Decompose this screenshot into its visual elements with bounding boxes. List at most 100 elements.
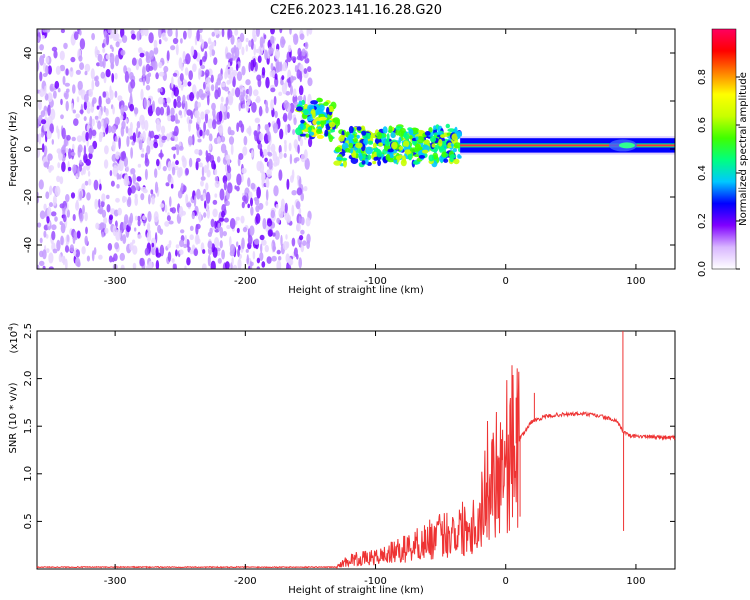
heatmap-cell (255, 118, 260, 123)
heatmap-cell (307, 115, 314, 122)
heatmap-cell (304, 41, 309, 50)
heatmap-cell (49, 123, 54, 134)
heatmap-cell (56, 239, 61, 252)
heatmap-cell (108, 214, 114, 221)
heatmap-cell (386, 133, 390, 141)
heatmap-cell (184, 100, 188, 112)
spectrogram-y-tick-label: 40 (23, 47, 34, 60)
heatmap-cell (139, 52, 145, 58)
heatmap-cell (172, 37, 179, 45)
heatmap-cell (307, 77, 313, 87)
heatmap-cell (286, 178, 290, 190)
heatmap-cell (43, 145, 48, 156)
heatmap-cell (130, 185, 136, 194)
heatmap-cell (283, 139, 287, 145)
heatmap-cell (158, 71, 165, 77)
heatmap-cell (297, 95, 303, 101)
heatmap-cell (179, 239, 185, 248)
heatmap-cell (274, 110, 278, 118)
heatmap-cell (250, 197, 253, 207)
heatmap-cell (42, 265, 46, 269)
heatmap-cell (84, 211, 88, 222)
heatmap-cell (249, 225, 255, 236)
heatmap-cell (227, 126, 232, 136)
heatmap-cell (182, 94, 186, 104)
heatmap-cell (184, 234, 188, 247)
heatmap-cell (287, 44, 292, 53)
heatmap-cell (98, 110, 102, 120)
heatmap-cell (62, 75, 66, 85)
heatmap-cell (415, 136, 419, 141)
heatmap-cell (246, 127, 252, 134)
heatmap-cell (328, 110, 333, 116)
heatmap-cell (309, 131, 315, 136)
heatmap-cell (145, 84, 151, 91)
heatmap-cell (120, 104, 125, 116)
heatmap-cell (61, 161, 66, 173)
heatmap-cell (377, 159, 381, 167)
heatmap-cell (175, 249, 178, 257)
heatmap-cell (296, 55, 302, 61)
heatmap-cell (139, 114, 145, 126)
heatmap-cell (94, 49, 101, 55)
heatmap-cell (284, 202, 288, 214)
heatmap-cell (59, 203, 65, 209)
heatmap-cell (441, 151, 447, 158)
heatmap-cell (367, 132, 371, 139)
heatmap-cell (99, 222, 105, 230)
heatmap-cell (348, 142, 354, 149)
heatmap-cell (159, 228, 164, 235)
heatmap-cell (296, 106, 303, 112)
heatmap-cell (211, 31, 216, 37)
snr-x-tick-label: -100 (364, 576, 387, 587)
heatmap-cell (151, 242, 155, 248)
heatmap-cell (53, 90, 57, 99)
heatmap-cell (404, 149, 412, 155)
heatmap-cell (170, 183, 174, 189)
heatmap-cell (151, 100, 156, 113)
heatmap-cell (279, 29, 283, 34)
heatmap-cell (239, 94, 245, 102)
heatmap-cell (39, 71, 43, 82)
heatmap-cell (79, 29, 82, 36)
heatmap-cell (373, 156, 379, 161)
heatmap-cell (39, 210, 46, 220)
heatmap-cell (241, 46, 245, 56)
heatmap-cell (147, 105, 154, 117)
heatmap-cell (267, 151, 271, 156)
heatmap-cell (125, 126, 129, 134)
heatmap-cell (176, 101, 182, 108)
heatmap-cell (209, 227, 213, 235)
heatmap-cell (229, 218, 236, 230)
heatmap-cell (88, 178, 92, 186)
heatmap-cell (248, 61, 251, 73)
heatmap-cell (254, 238, 260, 245)
heatmap-cell (198, 88, 204, 98)
heatmap-cell (295, 127, 302, 136)
heatmap-cell (70, 151, 76, 156)
colorbar-tick-label: 0.6 (697, 117, 708, 133)
heatmap-cell (57, 88, 61, 93)
heatmap-cell (376, 131, 382, 140)
heatmap-cell (142, 66, 146, 78)
heatmap-cell (296, 187, 303, 196)
heatmap-cell (143, 97, 147, 109)
heatmap-cell (431, 143, 436, 148)
heatmap-cell (187, 29, 192, 39)
heatmap-cell (453, 142, 462, 149)
heatmap-cell (181, 210, 186, 216)
heatmap-cell (86, 101, 91, 109)
heatmap-cell (55, 65, 61, 75)
heatmap-cell (120, 264, 125, 269)
heatmap-cell (145, 55, 151, 64)
heatmap-cell (116, 184, 120, 189)
heatmap-cell (37, 29, 40, 34)
snr-y-tick-label: 1.5 (23, 418, 34, 434)
heatmap-cell (179, 249, 184, 255)
heatmap-cell (300, 229, 305, 235)
heatmap-cell (110, 180, 115, 187)
heatmap-cell (153, 211, 159, 223)
heatmap-cell (62, 255, 66, 266)
heatmap-cell (54, 185, 61, 197)
heatmap-cell (228, 136, 235, 145)
